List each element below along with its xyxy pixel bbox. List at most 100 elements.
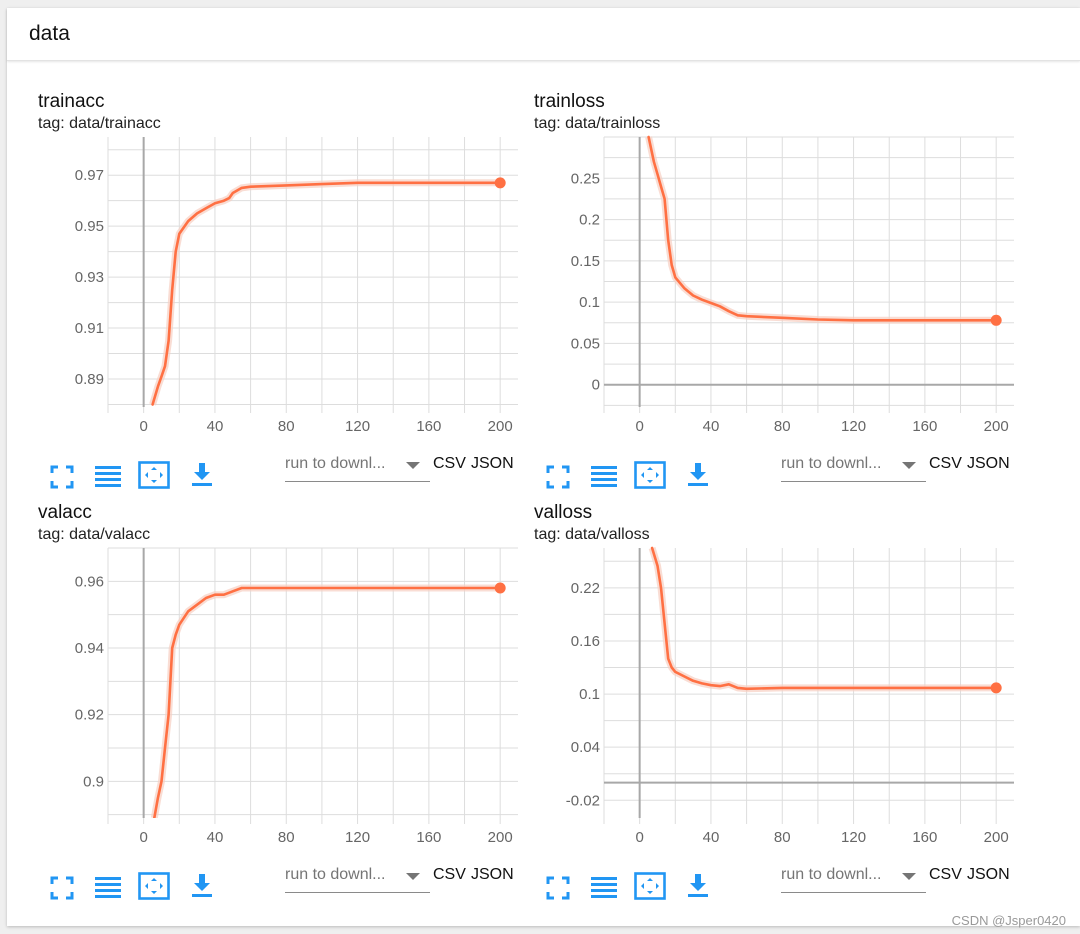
fit-screen-icon[interactable]	[48, 463, 76, 491]
series-end-point	[494, 582, 506, 594]
x-tick-label: 120	[345, 829, 370, 846]
x-tick-label: 80	[774, 418, 791, 435]
chevron-down-icon	[406, 462, 420, 469]
run-select-dropdown[interactable]: run to downl...	[285, 862, 430, 893]
list-lines-icon[interactable]	[94, 874, 122, 902]
x-tick-label: 160	[912, 418, 937, 435]
y-tick-label: 0.93	[75, 269, 104, 286]
x-tick-label: 0	[635, 418, 643, 435]
chart-card-valloss: valloss tag: data/valloss -0.02 0.04 0.1 0.16…	[534, 502, 1029, 902]
chart-card-trainacc: trainacc tag: data/trainacc 0.89 0.91 0.93 0.…	[38, 91, 533, 491]
download-icon[interactable]	[684, 461, 712, 489]
x-tick-label: 80	[278, 829, 295, 846]
series-line	[650, 546, 998, 691]
download-icon[interactable]	[684, 872, 712, 900]
y-tick-label: 0.05	[571, 335, 600, 352]
y-tick-label: 0.1	[579, 686, 600, 703]
x-tick-label: 200	[984, 418, 1009, 435]
x-tick-label: 80	[774, 829, 791, 846]
json-download-link[interactable]: JSON	[967, 866, 1010, 883]
y-tick-label: 0.92	[75, 707, 104, 724]
line-chart-valacc: 0.9 0.92 0.94 0.96 0 40 80 120 160 200	[75, 547, 518, 846]
csv-download-link[interactable]: CSV	[433, 455, 466, 472]
run-select-value: run to downl...	[781, 866, 882, 883]
chevron-down-icon	[902, 462, 916, 469]
fit-screen-icon[interactable]	[544, 874, 572, 902]
series-raw-line	[149, 179, 501, 406]
series-line	[153, 586, 502, 818]
chevron-down-icon	[902, 873, 916, 880]
x-tick-label: 160	[416, 418, 441, 435]
x-tick-label: 200	[488, 829, 513, 846]
chevron-down-icon	[406, 873, 420, 880]
y-tick-label: 0.9	[83, 773, 104, 790]
x-tick-label: 200	[984, 829, 1009, 846]
y-tick-label: 0.94	[75, 640, 104, 657]
csv-download-link[interactable]: CSV	[929, 455, 962, 472]
download-icon[interactable]	[188, 461, 216, 489]
x-tick-label: 120	[841, 829, 866, 846]
zoom-reset-icon[interactable]	[138, 461, 170, 489]
panel-header[interactable]: data	[7, 8, 1080, 61]
run-select-dropdown[interactable]: run to downl...	[781, 862, 926, 893]
y-tick-label: -0.02	[566, 792, 600, 809]
y-tick-label: 0.04	[571, 739, 600, 756]
chart-title: trainacc	[38, 91, 105, 112]
x-tick-label: 40	[207, 829, 224, 846]
chart-title: valloss	[534, 502, 593, 523]
y-tick-label: 0	[592, 377, 600, 394]
zoom-reset-icon[interactable]	[634, 872, 666, 900]
series-end-point	[990, 314, 1002, 326]
run-select-dropdown[interactable]: run to downl...	[285, 451, 430, 482]
series-end-point	[990, 682, 1002, 694]
zoom-reset-icon[interactable]	[634, 461, 666, 489]
download-icon[interactable]	[188, 872, 216, 900]
chart-tag: tag: data/valloss	[534, 526, 650, 543]
series-end-point	[494, 177, 506, 189]
run-select-value: run to downl...	[285, 866, 386, 883]
json-download-link[interactable]: JSON	[471, 455, 514, 472]
x-tick-label: 0	[139, 829, 147, 846]
y-tick-label: 0.97	[75, 167, 104, 184]
series-line	[151, 181, 502, 406]
y-tick-label: 0.22	[571, 580, 600, 597]
y-tick-label: 0.96	[75, 573, 104, 590]
y-tick-label: 0.89	[75, 371, 104, 388]
fit-screen-icon[interactable]	[48, 874, 76, 902]
chart-tag: tag: data/trainloss	[534, 115, 661, 132]
x-tick-label: 40	[207, 418, 224, 435]
csv-download-link[interactable]: CSV	[433, 866, 466, 883]
x-tick-label: 40	[703, 418, 720, 435]
x-tick-label: 160	[416, 829, 441, 846]
series-line	[647, 135, 998, 322]
y-tick-label: 0.15	[571, 253, 600, 270]
line-chart-trainloss: 0 0.05 0.1 0.15 0.2 0.25 0 40 80 120 160 200	[571, 135, 1014, 435]
chart-tag: tag: data/valacc	[38, 526, 151, 543]
line-chart-valloss: -0.02 0.04 0.1 0.16 0.22 0 40 80 120 160 200	[566, 546, 1014, 846]
watermark: CSDN @Jsper0420	[951, 913, 1066, 928]
x-tick-label: 120	[345, 418, 370, 435]
chart-tag: tag: data/trainacc	[38, 115, 161, 132]
run-select-dropdown[interactable]: run to downl...	[781, 451, 926, 482]
fit-screen-icon[interactable]	[544, 463, 572, 491]
csv-download-link[interactable]: CSV	[929, 866, 962, 883]
y-tick-label: 0.1	[579, 294, 600, 311]
y-tick-label: 0.16	[571, 633, 600, 650]
list-lines-icon[interactable]	[590, 463, 618, 491]
json-download-link[interactable]: JSON	[967, 455, 1010, 472]
list-lines-icon[interactable]	[590, 874, 618, 902]
tensorboard-panel: data	[7, 8, 1080, 926]
chart-title: valacc	[38, 502, 92, 523]
y-tick-label: 0.95	[75, 218, 104, 235]
x-tick-label: 120	[841, 418, 866, 435]
x-tick-label: 0	[139, 418, 147, 435]
y-tick-label: 0.91	[75, 320, 104, 337]
series-raw-line	[150, 584, 501, 818]
x-tick-label: 200	[488, 418, 513, 435]
zoom-reset-icon[interactable]	[138, 872, 170, 900]
x-tick-label: 160	[912, 829, 937, 846]
list-lines-icon[interactable]	[94, 463, 122, 491]
line-chart-trainacc: 0.89 0.91 0.93 0.95 0.97 0 40 80 120 160 200	[75, 137, 518, 435]
run-select-value: run to downl...	[285, 455, 386, 472]
json-download-link[interactable]: JSON	[471, 866, 514, 883]
